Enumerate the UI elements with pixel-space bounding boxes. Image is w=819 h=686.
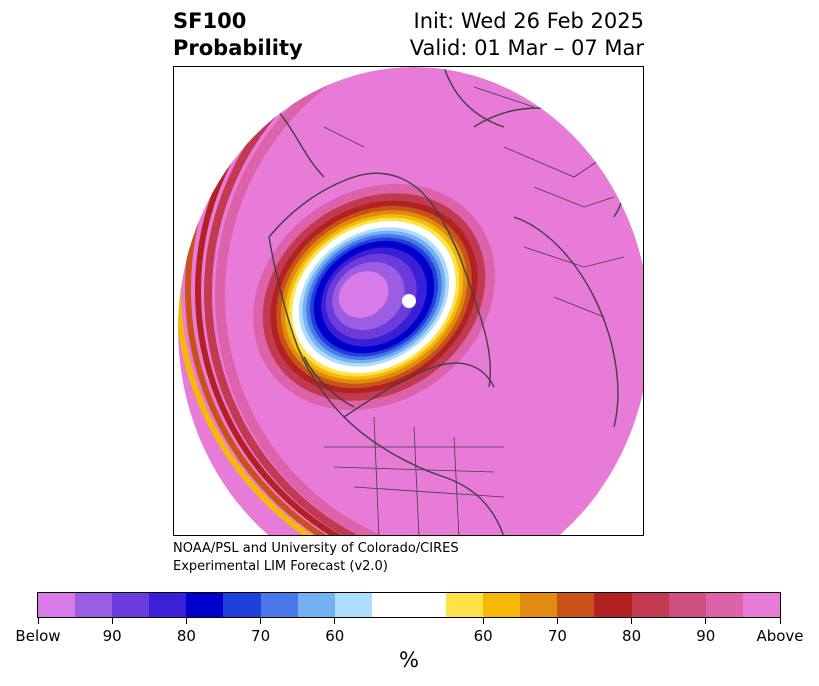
field-title: SF100 [173, 9, 247, 33]
credit-line-2: Experimental LIM Forecast (v2.0) [173, 559, 388, 574]
colorbar-tick-label: 90 [102, 627, 122, 645]
colorbar-segment [594, 593, 632, 617]
colorbar-tick-label: 70 [251, 627, 271, 645]
colorbar-segment [705, 593, 743, 617]
rim-band-3 [195, 67, 643, 535]
credit-line-1: NOAA/PSL and University of Colorado/CIRE… [173, 541, 459, 556]
colorbar-segment [483, 593, 521, 617]
colorbar-segment [38, 593, 76, 617]
colorbar-tick-label: 90 [696, 627, 716, 645]
colorbar-segment [520, 593, 558, 617]
colorbar-segment [223, 593, 261, 617]
colorbar-segment [334, 593, 372, 617]
pole-marker [402, 294, 416, 308]
colorbar-segment [186, 593, 224, 617]
colorbar-tick [779, 618, 781, 624]
colorbar-segment [668, 593, 706, 617]
product-title: Probability [173, 36, 303, 60]
forecast-map [173, 66, 644, 536]
valid-range: Valid: 01 Mar – 07 Mar [409, 36, 644, 60]
colorbar-unit: % [399, 648, 419, 672]
colorbar-segment [557, 593, 595, 617]
colorbar-segment [408, 593, 447, 617]
colorbar-segment [75, 593, 113, 617]
rim-band-2 [185, 67, 643, 535]
colorbar-tick [705, 618, 707, 624]
colorbar-tick [111, 618, 113, 624]
rim-band-5 [215, 67, 643, 535]
colorbar-tick [334, 618, 336, 624]
colorbar-segment [446, 593, 484, 617]
ring-below [338, 271, 389, 318]
colorbar-tick [482, 618, 484, 624]
colorbar-tick-label: 80 [176, 627, 196, 645]
colorbar-segment [260, 593, 298, 617]
colorbar-tick [556, 618, 558, 624]
colorbar-tick-label: 70 [547, 627, 567, 645]
colorbar-tick [631, 618, 633, 624]
colorbar-segment [149, 593, 187, 617]
colorbar [37, 592, 781, 618]
colorbar-tick-label: 60 [325, 627, 345, 645]
colorbar-tick [37, 618, 39, 624]
colorbar-segment [742, 593, 780, 617]
colorbar-segment [112, 593, 150, 617]
colorbar-segment [631, 593, 669, 617]
colorbar-tick [185, 618, 187, 624]
rim-band-4 [204, 67, 643, 535]
colorbar-tick-label: 60 [473, 627, 493, 645]
map-svg [178, 67, 643, 535]
colorbar-segment [371, 593, 409, 617]
init-date: Init: Wed 26 Feb 2025 [413, 9, 644, 33]
colorbar-tick-label: Below [15, 627, 61, 645]
colorbar-segment [297, 593, 335, 617]
colorbar-tick-label: 80 [622, 627, 642, 645]
colorbar-tick-label: Above [756, 627, 804, 645]
colorbar-tick [260, 618, 262, 624]
